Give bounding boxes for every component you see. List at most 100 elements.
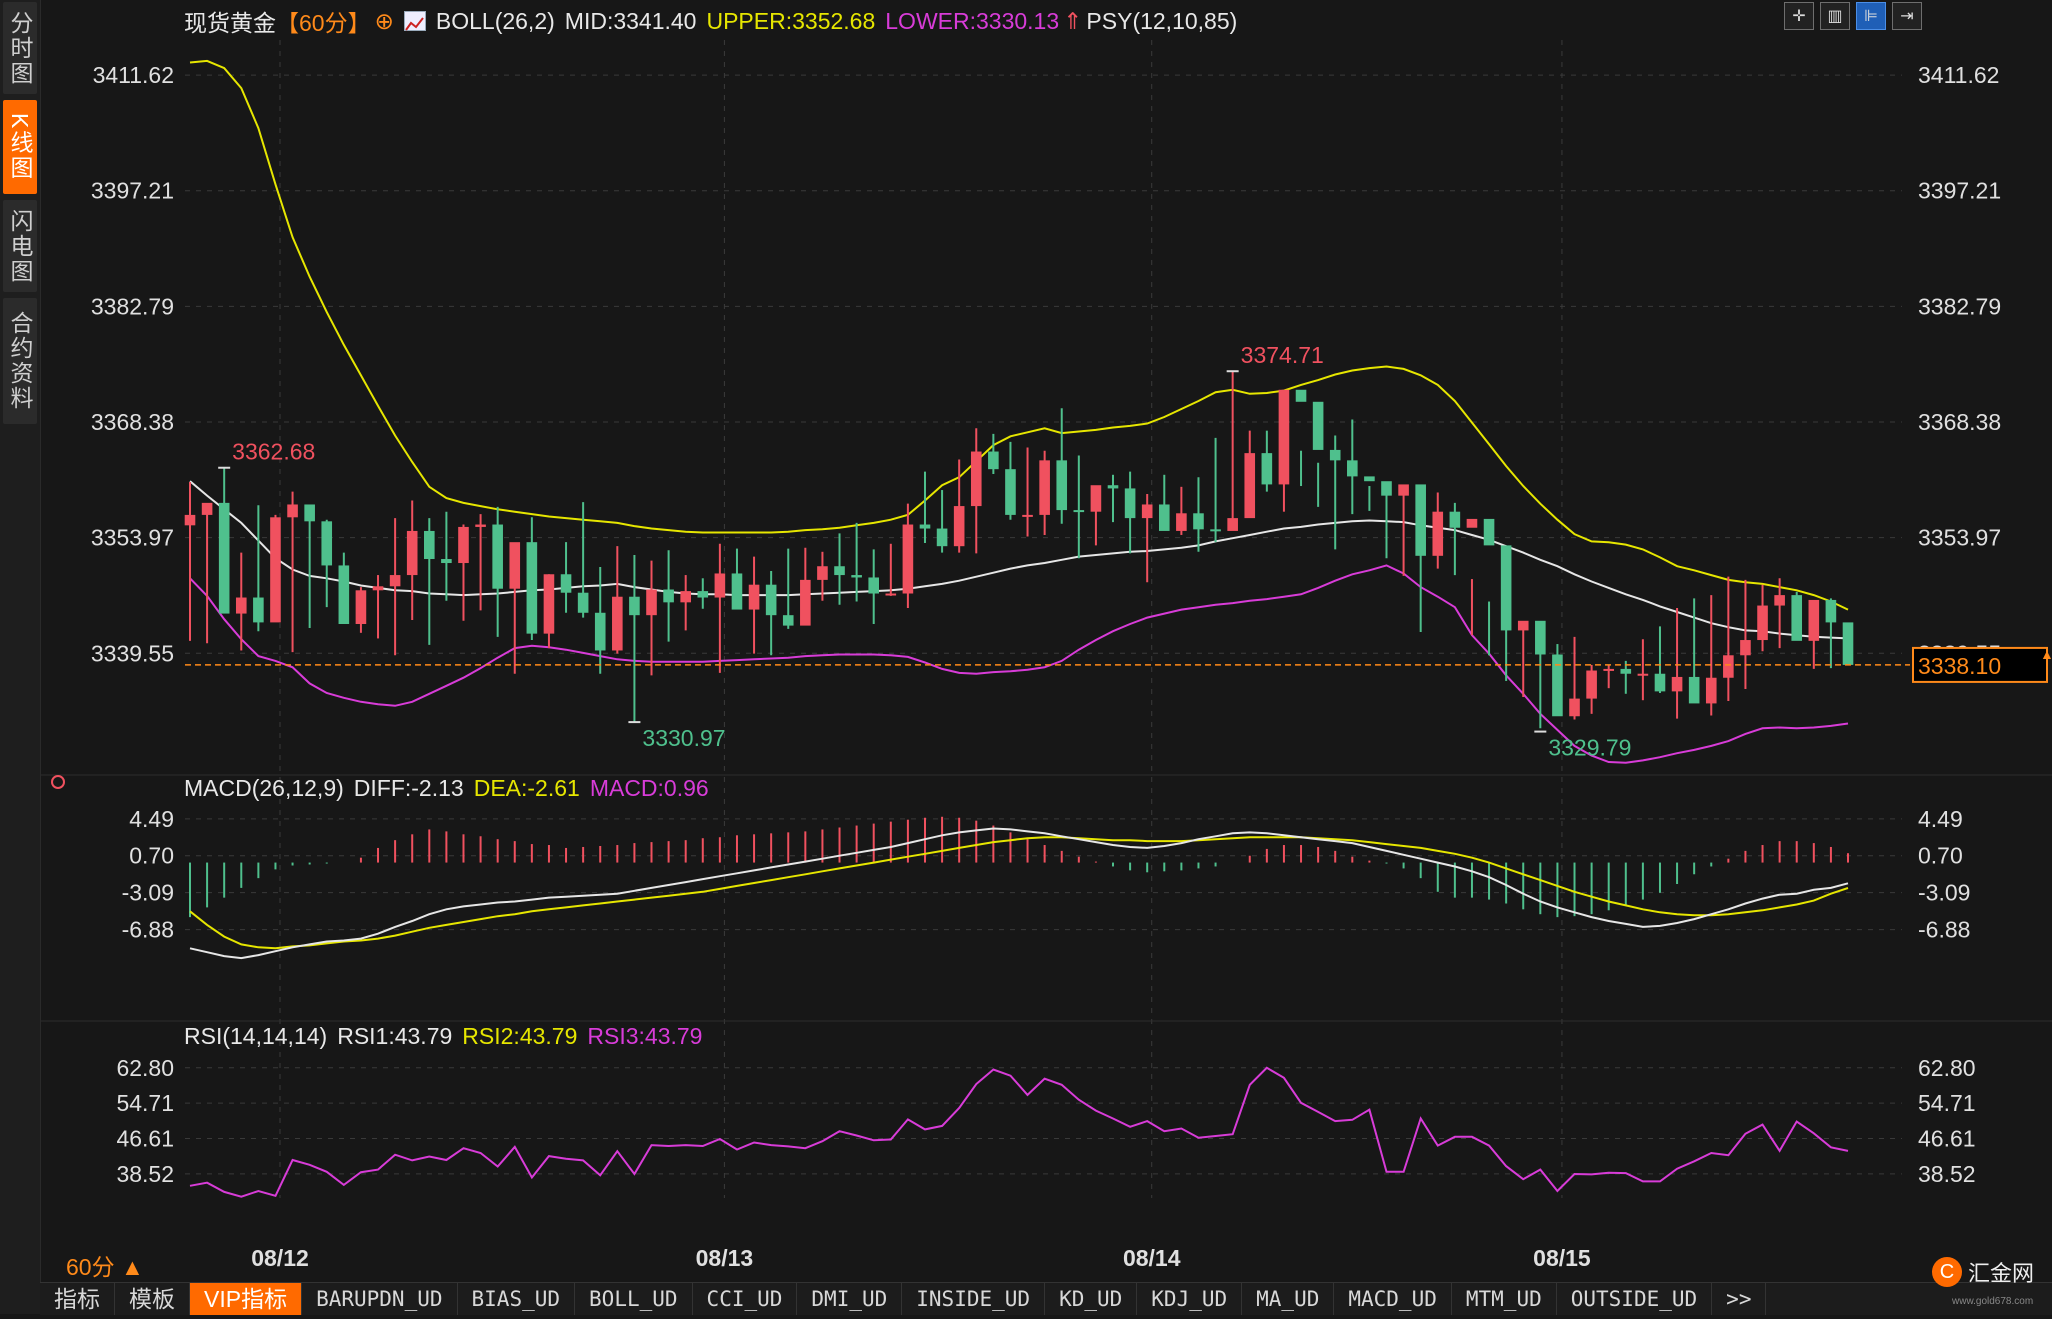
arrow-up-icon: ⇑	[1063, 7, 1083, 34]
rsi-tick-right: 54.71	[1918, 1090, 1976, 1116]
boll-lower: LOWER:3330.13	[885, 7, 1060, 34]
tab-time-sharing[interactable]: 分时图	[3, 2, 37, 94]
indicator-tab-6[interactable]: CCI_UD	[693, 1283, 798, 1315]
price-tick-right: 3411.62	[1918, 62, 1999, 88]
indicator-tab-14[interactable]: OUTSIDE_UD	[1557, 1283, 1713, 1315]
indicator-tab-3[interactable]: BARUPDN_UD	[302, 1283, 458, 1315]
candle-body	[1569, 698, 1580, 717]
macd-tick-left: 0.70	[129, 843, 174, 869]
candle-body	[1620, 668, 1632, 674]
candle-body	[1312, 401, 1324, 450]
candle-body	[235, 597, 247, 614]
current-price-arrow: ▲	[2040, 646, 2052, 662]
add-icon[interactable]: ⊕	[374, 7, 394, 34]
instrument-name: 现货黄金	[184, 10, 276, 36]
candle-body	[287, 504, 298, 518]
candle-body	[355, 590, 367, 624]
candle-body	[1483, 518, 1495, 546]
indicator-tab-4[interactable]: BIAS_UD	[458, 1283, 576, 1315]
candle-body	[885, 593, 897, 596]
main-legend: 现货黄金 【60分】 ⊕ BOLL(26,2) MID:3341.40 UPPE…	[184, 4, 1237, 38]
rsi-line	[189, 1066, 1849, 1198]
boll-mid: MID:3341.40	[564, 7, 697, 34]
indicator-tab-2[interactable]: VIP指标	[190, 1283, 303, 1315]
macd-tick-right: 4.49	[1918, 806, 1963, 832]
indicator-tab-11[interactable]: MA_UD	[1242, 1283, 1335, 1315]
tab-contract-info[interactable]: 合约资料	[3, 298, 37, 424]
candle-body	[1637, 673, 1649, 676]
indicator-tab-1[interactable]: 模板	[115, 1283, 190, 1315]
candle-body	[1842, 622, 1854, 665]
candle-body	[782, 615, 794, 626]
macd-tick-right: -6.88	[1918, 917, 1970, 943]
candle-body	[1039, 460, 1050, 515]
rsi1-value: RSI1:43.79	[337, 1023, 453, 1049]
macd-tick-right: -3.09	[1918, 880, 1970, 906]
current-price-label: 3338.10	[1918, 653, 2001, 679]
candle-body	[834, 566, 845, 576]
candle-body	[731, 573, 743, 610]
period-selector[interactable]: 60分 ▲	[66, 1254, 144, 1280]
extreme-label-low2: 3329.79	[1548, 735, 1631, 761]
candle-body	[1141, 504, 1153, 519]
crosshair-icon[interactable]: ✛	[1784, 2, 1814, 30]
candle-body	[1740, 640, 1751, 656]
indicator-tab-13[interactable]: MTM_UD	[1452, 1283, 1557, 1315]
candle-body	[1056, 460, 1068, 511]
boll-upper: UPPER:3352.68	[706, 7, 876, 34]
logo-url: www.gold678.com	[1952, 1296, 2034, 1307]
candle-body	[1688, 676, 1700, 704]
indicator-tab-8[interactable]: INSIDE_UD	[902, 1283, 1046, 1315]
indicator-tab-9[interactable]: KD_UD	[1045, 1283, 1138, 1315]
candle-body	[1073, 510, 1085, 513]
candle-body	[1227, 518, 1238, 531]
indicator-tab-7[interactable]: DMI_UD	[797, 1283, 903, 1315]
forward-icon[interactable]: ⇥	[1892, 2, 1922, 30]
logo-text: 汇金网	[1968, 1261, 2035, 1286]
price-tick-left: 3339.55	[91, 640, 174, 666]
candle-body	[1244, 453, 1256, 519]
candle-body	[902, 524, 914, 594]
candle-body	[441, 559, 452, 564]
candle-body	[1449, 511, 1461, 528]
candle-body	[321, 521, 333, 566]
price-tick-right: 3382.79	[1918, 293, 2001, 319]
candle-body	[253, 597, 264, 623]
indicator-tab-0[interactable]: 指标	[40, 1283, 115, 1315]
macd-settings-icon	[51, 775, 65, 789]
rsi-tick-left: 38.52	[116, 1161, 174, 1187]
candle-body	[509, 542, 521, 589]
candle-body	[1107, 485, 1119, 489]
indicator-tab-10[interactable]: KDJ_UD	[1137, 1283, 1243, 1315]
tab-kline[interactable]: K线图	[3, 100, 37, 194]
dea-line	[189, 836, 1849, 950]
candle-body	[953, 506, 965, 547]
candle-body	[560, 574, 572, 593]
candle-body	[1005, 469, 1016, 515]
indicator-tab-5[interactable]: BOLL_UD	[575, 1283, 693, 1315]
price-tick-left: 3382.79	[91, 293, 174, 319]
bar-chart-icon[interactable]: ▥	[1820, 2, 1850, 30]
indicator-tab-12[interactable]: MACD_UD	[1334, 1283, 1452, 1315]
candle-body	[800, 579, 811, 626]
indicator-tab-15[interactable]: >>	[1712, 1283, 1767, 1315]
candle-body	[1552, 654, 1563, 717]
macd-legend: MACD(26,12,9) DIFF:-2.13 DEA:-2.61 MACD:…	[184, 775, 709, 802]
rsi-tick-left: 62.80	[116, 1055, 174, 1081]
price-tick-left: 3397.21	[91, 178, 174, 204]
rsi-tick-right: 46.61	[1918, 1126, 1976, 1152]
rsi2-value: RSI2:43.79	[462, 1023, 578, 1049]
tab-flash-chart[interactable]: 闪电图	[3, 200, 37, 292]
candle-body	[1723, 655, 1734, 678]
candle-body	[424, 530, 435, 560]
indicator-icon[interactable]	[403, 11, 426, 31]
candle-body	[714, 573, 726, 598]
rsi-tick-right: 62.80	[1918, 1055, 1976, 1081]
site-logo: C 汇金网	[1932, 1256, 2034, 1288]
candle-icon[interactable]: ⊫	[1856, 2, 1886, 30]
candle-body	[663, 589, 674, 603]
period-tag[interactable]: 【60分】	[276, 10, 371, 36]
diff-line	[189, 827, 1849, 960]
